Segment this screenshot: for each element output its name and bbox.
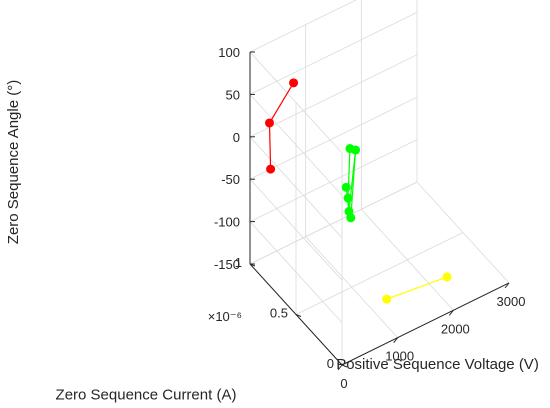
x-tick-mark xyxy=(504,282,510,289)
z-axis-label: Zero Sequence Angle (°) xyxy=(5,80,22,244)
z-tick-label: -50 xyxy=(221,172,240,187)
grid-line xyxy=(249,136,343,239)
grid-line xyxy=(249,139,418,222)
z-tick-label: -150 xyxy=(214,257,240,272)
x-tick-mark xyxy=(448,310,454,316)
x-tick-label: 1000 xyxy=(385,349,414,364)
x-tick-label: 2000 xyxy=(441,321,470,336)
grid-line xyxy=(249,181,418,265)
data-point xyxy=(351,145,361,155)
z-tick-label: 0 xyxy=(233,130,240,145)
data-point xyxy=(289,78,299,88)
data-point xyxy=(264,118,274,128)
y-tick-mark xyxy=(295,314,302,317)
grid-line xyxy=(249,96,418,180)
x-axis-line xyxy=(341,282,510,366)
data-point xyxy=(343,193,353,203)
grid-line xyxy=(249,94,343,196)
x-tick-mark xyxy=(393,337,399,343)
series-line xyxy=(350,149,357,218)
x-axis-label: Positive Sequence Voltage (V) xyxy=(336,356,539,373)
data-point xyxy=(344,206,354,216)
grid-line xyxy=(249,178,343,281)
y-tick-label: 1 xyxy=(235,255,242,270)
series-line xyxy=(386,276,448,300)
grid-line xyxy=(249,221,343,323)
data-point xyxy=(382,294,392,304)
y-tick-mark xyxy=(341,364,348,368)
z-tick-label: 100 xyxy=(218,45,240,60)
grid-line xyxy=(249,54,418,138)
z-tick-label: 50 xyxy=(226,87,240,102)
data-point xyxy=(266,164,276,174)
grid-line xyxy=(249,12,418,95)
grid-line xyxy=(249,51,343,154)
y-tick-label: 0 xyxy=(327,356,334,371)
y-axis-label: Zero Sequence Current (A) xyxy=(56,387,237,404)
x-tick-label: 0 xyxy=(340,376,347,391)
series-line xyxy=(268,82,295,124)
grid-line xyxy=(295,232,464,315)
series-line xyxy=(268,122,272,170)
y-exponent-label: ×10⁻⁶ xyxy=(208,309,242,324)
y-tick-label: 0.5 xyxy=(270,306,288,321)
x-tick-label: 3000 xyxy=(497,294,526,309)
data-point xyxy=(341,182,351,192)
z-tick-label: -100 xyxy=(214,215,240,230)
data-point xyxy=(442,272,452,282)
grid-line xyxy=(249,0,357,53)
x-tick-mark xyxy=(337,364,343,371)
